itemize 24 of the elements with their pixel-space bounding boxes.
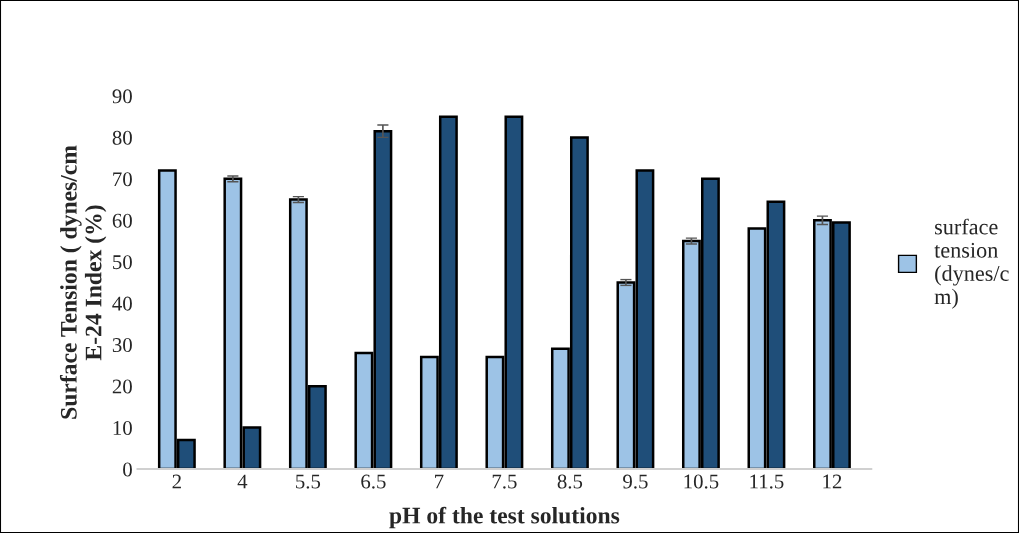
y-tick-label: 90	[112, 89, 132, 104]
y-tick-label: 60	[112, 213, 132, 228]
y-tick-label: 20	[112, 379, 132, 394]
x-tick-label: 4	[237, 474, 248, 489]
x-axis-title: pH of the test solutions	[389, 506, 620, 529]
x-tick-label: 11.5	[750, 474, 784, 489]
x-tick-label: 7	[435, 474, 444, 489]
x-tick-label: 9.5	[623, 474, 648, 489]
y-axis-title: Surface Tension ( dynes/cm E-24 Index (%)	[59, 145, 107, 419]
y-tick-label: 30	[112, 338, 132, 353]
x-tick-label: 5.5	[296, 474, 321, 489]
y-tick-label: 70	[113, 172, 132, 187]
x-tick-label: 2	[172, 474, 181, 489]
y-tick-label: 10	[113, 420, 132, 436]
legend-label: surface tension (dynes/cm)	[934, 218, 1009, 309]
x-tick-label: 8.5	[557, 474, 583, 489]
x-tick-label: 10.5	[684, 474, 719, 489]
x-tick-label: 12	[823, 474, 842, 489]
y-tick-label: 0	[123, 462, 132, 477]
y-tick-label: 80	[112, 130, 132, 145]
y-tick-label: 40	[112, 296, 132, 311]
x-tick-label: 7.5	[492, 474, 517, 489]
y-tick-label: 50	[113, 255, 132, 270]
x-tick-label: 6.5	[361, 474, 386, 489]
